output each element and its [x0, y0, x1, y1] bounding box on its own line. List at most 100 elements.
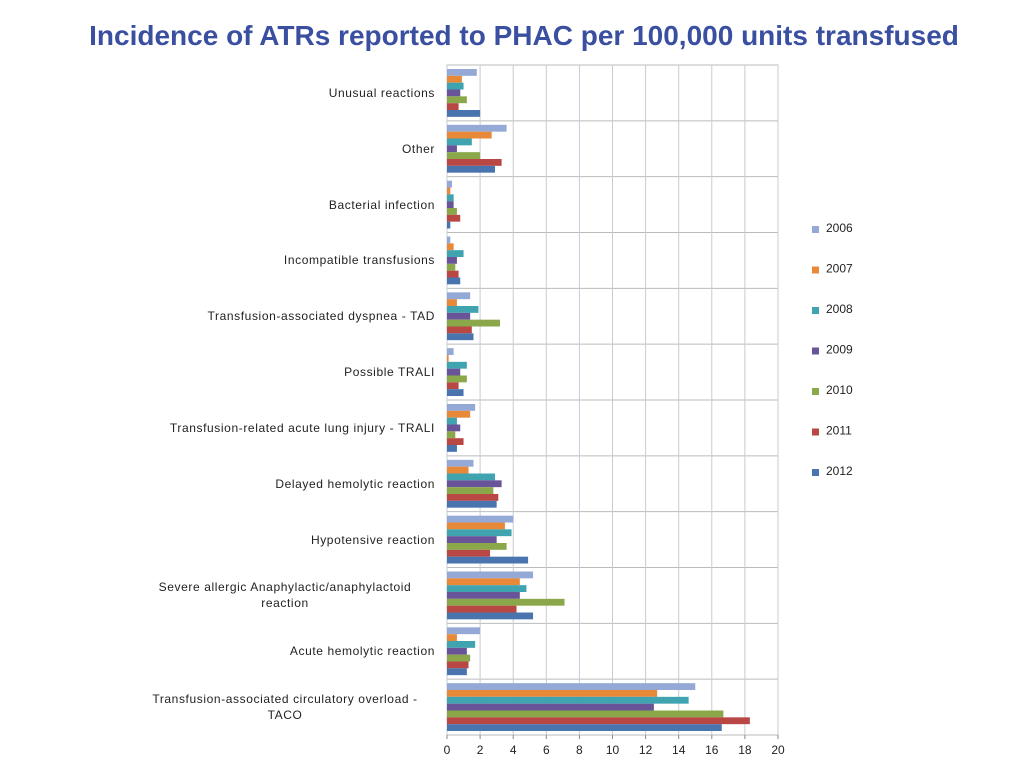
bar: [447, 361, 467, 369]
bar: [447, 159, 502, 166]
legend-swatch: [812, 388, 819, 395]
bar: [447, 466, 469, 474]
bar: [447, 585, 527, 592]
bar: [447, 194, 454, 202]
bar: [447, 410, 471, 418]
bar: [447, 703, 654, 711]
chart-title: Incidence of ATRs reported to PHAC per 1…: [89, 20, 959, 51]
y-tick-label: Incompatible transfusions: [283, 253, 435, 268]
legend-label: 2006: [826, 221, 853, 235]
bar: [447, 292, 471, 300]
bar: [447, 355, 449, 362]
bar: [447, 445, 457, 452]
bar: [447, 500, 497, 508]
y-tick-label: Possible TRALI: [344, 365, 435, 380]
bar: [447, 543, 507, 550]
bar: [447, 306, 479, 313]
x-tick-label: 6: [543, 743, 550, 757]
bar: [447, 612, 534, 620]
x-tick-label: 14: [672, 743, 686, 757]
bar: [447, 124, 507, 132]
bar: [447, 243, 454, 251]
bar: [447, 319, 500, 327]
bar: [447, 165, 495, 173]
legend-label: 2007: [826, 262, 853, 276]
bar: [447, 208, 457, 215]
bar: [447, 131, 492, 139]
bar: [447, 382, 459, 390]
bar: [447, 647, 467, 655]
bar: [447, 536, 497, 543]
bar: [447, 494, 499, 501]
bar: [447, 389, 464, 396]
bar: [447, 368, 461, 376]
y-tick-label: Acute hemolytic reaction: [289, 644, 435, 659]
bar: [447, 201, 454, 208]
bar: [447, 487, 494, 494]
bar: [447, 348, 454, 355]
bar: [447, 717, 750, 725]
bar: [447, 103, 459, 110]
y-tick-label: Severe allergic Anaphylactic/anaphylacto…: [158, 580, 412, 611]
bar: [447, 236, 451, 244]
y-tick-label: Other: [401, 141, 435, 156]
bar: [447, 668, 467, 676]
bar: [447, 459, 474, 467]
bar: [447, 592, 520, 599]
legend-label: 2010: [826, 383, 853, 397]
bar: [447, 605, 517, 613]
bar: [447, 627, 481, 635]
bar: [447, 549, 491, 557]
bar: [447, 473, 495, 481]
bar: [447, 145, 457, 153]
legend-swatch: [812, 307, 819, 314]
y-tick-label: Delayed hemolytic reaction: [275, 476, 435, 491]
bar: [447, 690, 658, 697]
bar: [447, 417, 457, 425]
x-tick-label: 20: [771, 743, 785, 757]
bar: [447, 571, 534, 579]
bar: [447, 250, 464, 257]
bar: [447, 89, 461, 97]
bar: [447, 654, 471, 662]
y-tick-label: Hypotensive reaction: [310, 532, 435, 547]
bar: [447, 96, 467, 104]
bar: [447, 270, 459, 278]
bar: [447, 431, 456, 439]
bar: [447, 634, 457, 641]
bar: [447, 257, 457, 264]
legend-label: 2008: [826, 302, 853, 316]
legend-label: 2011: [826, 424, 852, 438]
x-tick-label: 10: [606, 743, 620, 757]
y-tick-label: Unusual reactions: [328, 85, 435, 100]
bar: [447, 82, 464, 90]
x-tick-label: 4: [510, 743, 517, 757]
legend-swatch: [812, 226, 819, 233]
legend-swatch: [812, 428, 819, 436]
bar: [447, 480, 502, 488]
x-tick-label: 8: [576, 743, 583, 757]
y-tick-label: Transfusion-associated circulatory overl…: [152, 692, 418, 723]
x-tick-label: 2: [477, 743, 484, 757]
y-tick-label: Transfusion-related acute lung injury - …: [169, 420, 435, 435]
bar: [447, 522, 505, 530]
bar: [447, 683, 696, 690]
bar: [447, 598, 565, 606]
bar: [447, 138, 472, 146]
legend-label: 2009: [826, 343, 853, 357]
bar: [447, 312, 471, 320]
bar: [447, 277, 461, 285]
bar: [447, 263, 456, 271]
x-tick-label: 12: [639, 743, 653, 757]
x-tick-label: 16: [705, 743, 719, 757]
y-tick-label: Transfusion-associated dyspnea - TAD: [207, 309, 435, 324]
bar: [447, 696, 689, 704]
bar: [447, 326, 472, 334]
legend-swatch: [812, 347, 819, 355]
x-tick-label: 0: [444, 743, 451, 757]
bar: [447, 75, 462, 83]
x-tick-label: 18: [738, 743, 752, 757]
y-tick-label: Bacterial infection: [328, 197, 435, 212]
bar: [447, 556, 529, 564]
